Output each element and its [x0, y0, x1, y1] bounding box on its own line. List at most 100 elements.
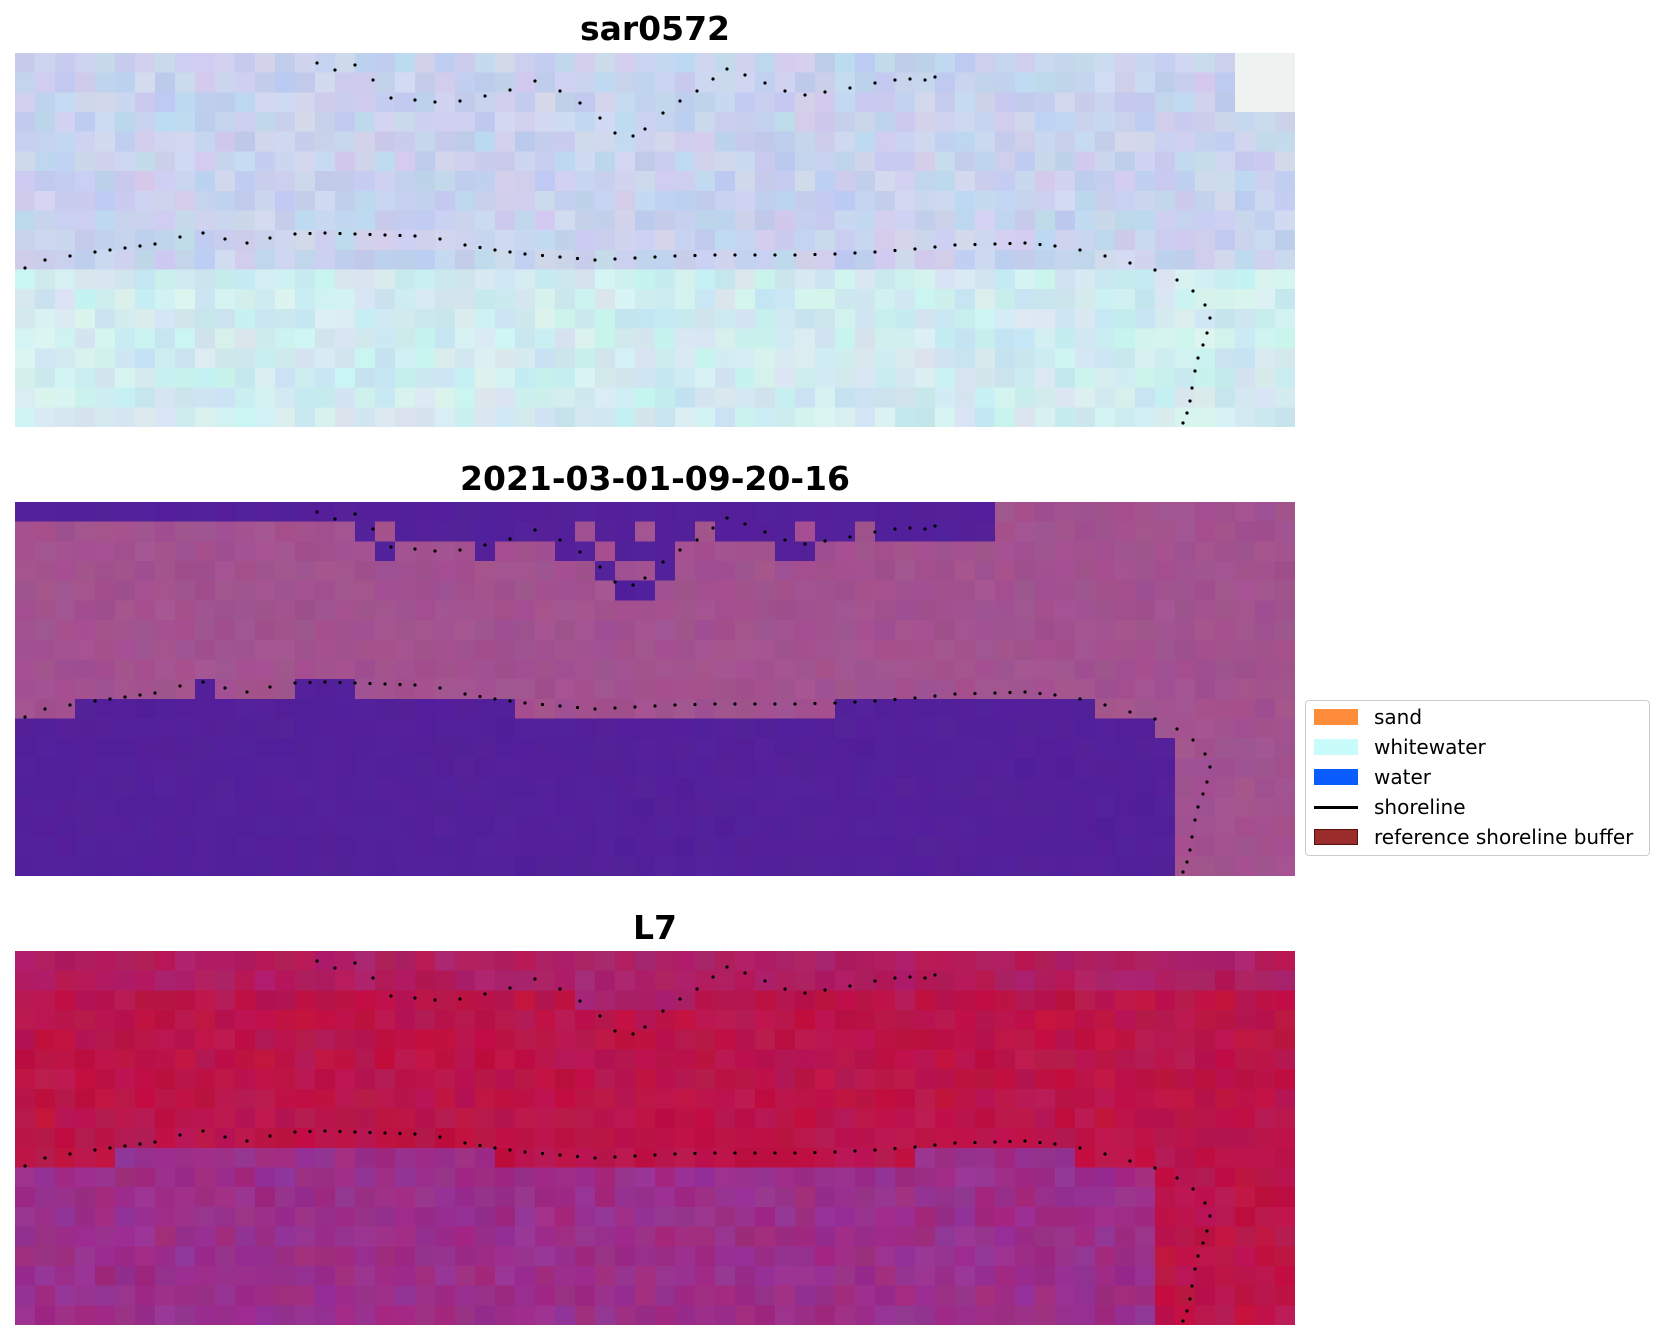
shoreline-point — [533, 528, 537, 532]
shoreline-point — [923, 976, 927, 980]
shoreline-point — [1188, 399, 1192, 403]
shoreline-point — [1191, 1187, 1195, 1191]
shoreline-point — [613, 131, 617, 135]
shoreline-point — [1208, 316, 1212, 320]
shoreline-point — [833, 252, 837, 256]
panel-title-l7: L7 — [633, 908, 677, 947]
shoreline-point — [178, 235, 182, 239]
shoreline-point — [678, 99, 682, 103]
shoreline-point — [23, 1164, 27, 1168]
legend-label: reference shoreline buffer — [1374, 825, 1634, 849]
shoreline-point — [23, 266, 27, 270]
l7-image — [15, 951, 1295, 1325]
shoreline-point — [1190, 1284, 1194, 1288]
shoreline-point — [558, 89, 562, 93]
shoreline-point — [1128, 1159, 1132, 1163]
classification-image — [15, 502, 1295, 876]
shoreline-point — [483, 543, 487, 547]
shoreline-point — [433, 100, 437, 104]
shoreline-point — [693, 253, 697, 258]
shoreline-point — [673, 254, 677, 258]
shoreline-point — [23, 715, 27, 719]
shoreline-point — [1103, 1152, 1107, 1156]
panel-title-sar: sar0572 — [579, 9, 731, 48]
shoreline-point — [823, 90, 827, 94]
shoreline-point — [268, 685, 272, 689]
shoreline-point — [1205, 1229, 1209, 1233]
shoreline-point — [438, 237, 442, 241]
shoreline-point — [338, 231, 342, 236]
shoreline-point — [293, 681, 297, 685]
shoreline-point — [1190, 386, 1194, 390]
shoreline-point — [508, 699, 512, 703]
shoreline-point — [713, 1151, 717, 1155]
shoreline-point — [1053, 693, 1057, 697]
shoreline-point — [1128, 710, 1132, 714]
shoreline-point — [478, 1143, 482, 1148]
shoreline-point — [533, 79, 537, 83]
shoreline-point — [368, 232, 372, 237]
shoreline-point — [558, 1153, 562, 1157]
shoreline-point — [368, 1130, 372, 1135]
shoreline-point — [913, 1145, 917, 1149]
shoreline-point — [389, 545, 393, 549]
shoreline-point — [773, 1151, 777, 1155]
shoreline-point — [353, 961, 357, 965]
shoreline-point — [733, 253, 737, 257]
shoreline-point — [371, 976, 375, 980]
shoreline-point — [833, 701, 837, 705]
shoreline-point — [508, 537, 512, 541]
shoreline-point — [123, 695, 127, 699]
shoreline-point — [1008, 241, 1012, 246]
shoreline-point — [463, 692, 467, 696]
shoreline-point — [933, 1143, 937, 1147]
shoreline-point — [1053, 244, 1057, 248]
shoreline-point — [523, 1150, 527, 1154]
shoreline-point — [463, 243, 467, 247]
shoreline-point — [803, 93, 807, 97]
shoreline-point — [711, 975, 715, 979]
legend-item-shoreline: shoreline — [1314, 794, 1466, 820]
shoreline-swatch — [1314, 805, 1358, 809]
shoreline-point — [1038, 1140, 1042, 1145]
shoreline-point — [93, 250, 97, 254]
shoreline-point — [338, 680, 342, 685]
shoreline-point — [398, 682, 402, 687]
shoreline-point — [138, 693, 142, 697]
shoreline-point — [853, 1149, 857, 1153]
shoreline-point — [413, 547, 417, 551]
shoreline-point — [540, 253, 545, 258]
shoreline-point — [478, 245, 482, 250]
shoreline-point — [873, 250, 877, 254]
shoreline-overlay — [23, 510, 1212, 874]
shoreline-point — [333, 517, 337, 521]
shoreline-point — [68, 254, 72, 258]
shoreline-point — [123, 246, 127, 250]
legend-item-reference-buffer: reference shoreline buffer — [1314, 824, 1633, 850]
shoreline-point — [1038, 691, 1042, 696]
shoreline-point — [1193, 1267, 1197, 1271]
shoreline-point — [201, 1129, 205, 1133]
shoreline-point — [1203, 752, 1207, 756]
shoreline-point — [575, 705, 580, 710]
shoreline-point — [558, 255, 562, 259]
shoreline-point — [308, 680, 312, 685]
shoreline-point — [973, 242, 977, 247]
legend-item-water: water — [1314, 764, 1431, 790]
shoreline-point — [223, 237, 227, 241]
shoreline-point — [803, 991, 807, 995]
shoreline-overlay — [23, 959, 1212, 1323]
shoreline-point — [138, 1142, 142, 1146]
shoreline-point — [1153, 268, 1157, 272]
shoreline-point — [823, 988, 827, 992]
shoreline-point — [873, 1148, 877, 1152]
shoreline-point — [483, 94, 487, 98]
shoreline-point — [773, 253, 777, 257]
shoreline-point — [973, 1140, 977, 1145]
shoreline-point — [598, 565, 602, 569]
shoreline-point — [873, 530, 877, 534]
shoreline-point — [368, 681, 372, 686]
shoreline-point — [993, 691, 997, 695]
shoreline-point — [315, 510, 319, 514]
shoreline-point — [93, 699, 97, 703]
